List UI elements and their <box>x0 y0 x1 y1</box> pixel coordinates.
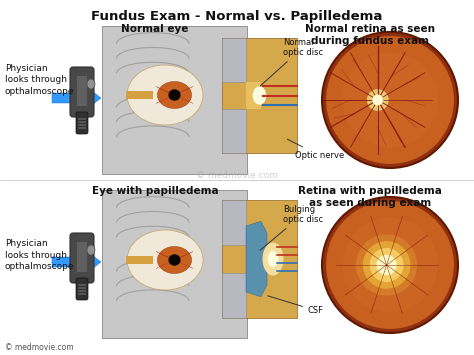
Text: Normal eye: Normal eye <box>121 24 189 34</box>
Circle shape <box>376 255 397 275</box>
FancyBboxPatch shape <box>76 112 88 134</box>
Circle shape <box>322 197 458 333</box>
Text: Normal retina as seen
during fundus exam: Normal retina as seen during fundus exam <box>305 24 435 45</box>
Ellipse shape <box>157 82 191 109</box>
Bar <box>102 26 247 174</box>
Bar <box>222 38 246 82</box>
Ellipse shape <box>263 242 283 275</box>
Circle shape <box>342 217 438 313</box>
Bar <box>246 82 261 109</box>
Ellipse shape <box>87 245 95 255</box>
Ellipse shape <box>168 254 181 266</box>
Text: Optic nerve: Optic nerve <box>288 139 344 160</box>
FancyBboxPatch shape <box>70 67 94 117</box>
Bar <box>222 200 297 318</box>
Bar <box>78 121 86 122</box>
Circle shape <box>372 94 383 105</box>
Text: Fundus Exam - Normal vs. Papilledema: Fundus Exam - Normal vs. Papilledema <box>91 10 383 23</box>
Bar <box>78 287 86 289</box>
Circle shape <box>326 201 454 329</box>
Ellipse shape <box>268 251 278 267</box>
Ellipse shape <box>253 86 266 105</box>
Ellipse shape <box>127 230 203 290</box>
Bar <box>222 200 246 245</box>
Text: Normal
optic disc: Normal optic disc <box>260 38 323 86</box>
Bar <box>222 273 246 318</box>
Bar <box>78 290 86 291</box>
Bar <box>222 109 246 153</box>
Bar <box>102 190 247 338</box>
Text: © medmovie.com: © medmovie.com <box>196 170 278 180</box>
Circle shape <box>363 241 410 289</box>
Text: Retina with papilledema
as seen during exam: Retina with papilledema as seen during e… <box>298 186 442 208</box>
Ellipse shape <box>168 89 181 101</box>
Polygon shape <box>246 221 267 297</box>
Bar <box>77 76 87 106</box>
Bar <box>78 127 86 129</box>
Ellipse shape <box>127 65 203 125</box>
Circle shape <box>367 89 389 111</box>
Circle shape <box>356 234 417 296</box>
Bar <box>78 124 86 126</box>
Circle shape <box>326 36 454 164</box>
Text: Physician
looks through
opthalmoscope: Physician looks through opthalmoscope <box>5 239 74 271</box>
Bar <box>78 293 86 295</box>
FancyArrow shape <box>52 255 101 269</box>
FancyBboxPatch shape <box>76 278 88 300</box>
Bar <box>126 91 153 99</box>
Circle shape <box>342 53 438 148</box>
Circle shape <box>370 248 403 282</box>
Ellipse shape <box>157 246 191 273</box>
Ellipse shape <box>87 79 95 89</box>
Bar <box>126 256 153 264</box>
Bar <box>77 242 87 272</box>
Text: © medmovie.com: © medmovie.com <box>5 343 73 352</box>
Text: Eye with papilledema: Eye with papilledema <box>91 186 219 196</box>
FancyBboxPatch shape <box>70 233 94 283</box>
Text: Physician
looks through
opthalmoscope: Physician looks through opthalmoscope <box>5 64 74 96</box>
Bar <box>78 118 86 120</box>
FancyArrow shape <box>52 91 101 105</box>
Text: CSF: CSF <box>268 296 324 315</box>
Text: Bulging
optic disc: Bulging optic disc <box>260 204 323 250</box>
Circle shape <box>322 32 458 168</box>
Bar <box>222 38 297 153</box>
Bar <box>78 284 86 285</box>
